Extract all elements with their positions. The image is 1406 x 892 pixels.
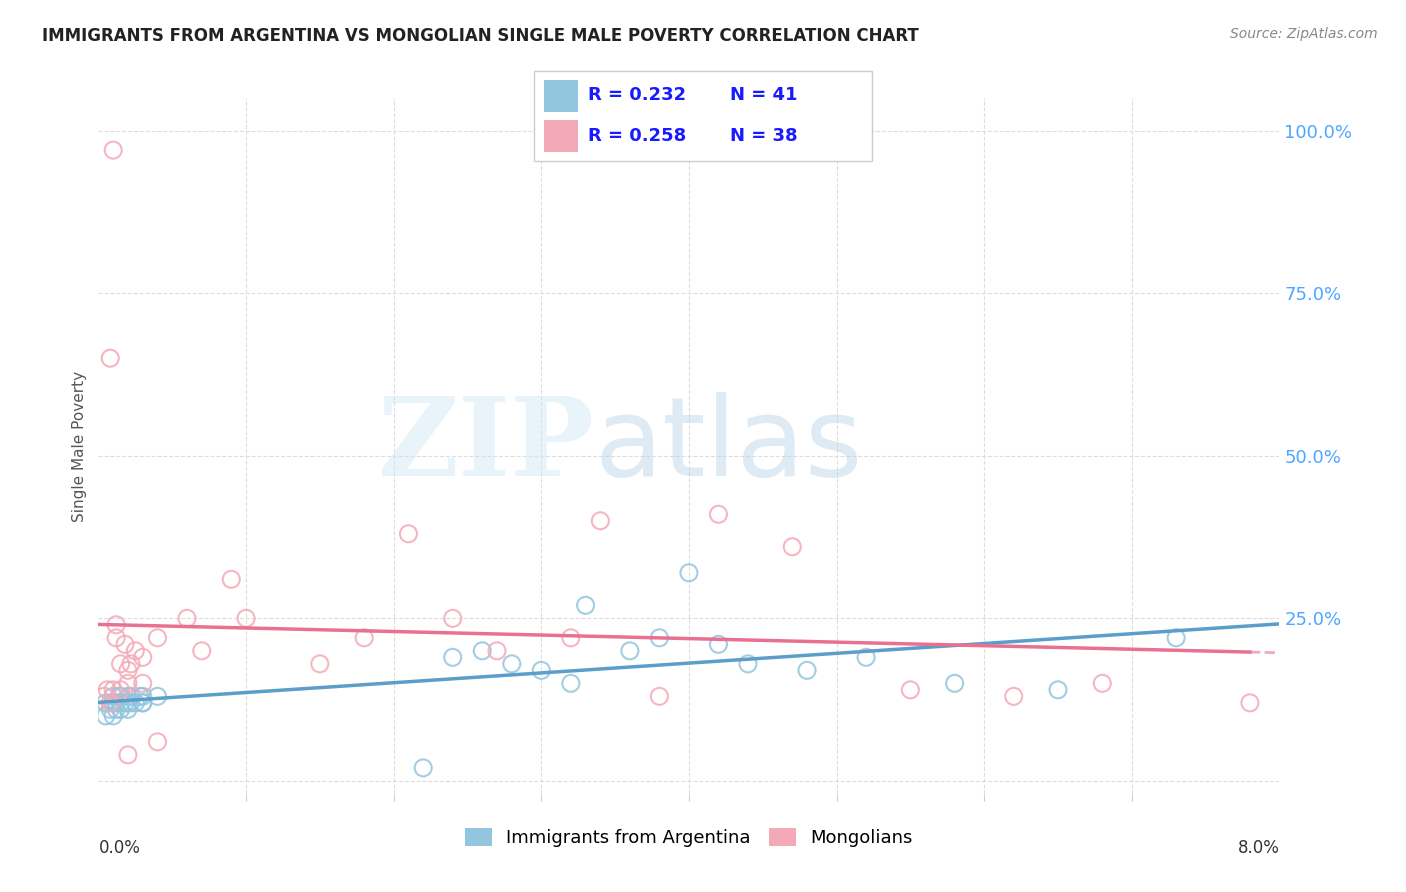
Point — [796, 663, 818, 677]
Point — [353, 631, 375, 645]
Point — [146, 735, 169, 749]
Point — [105, 702, 128, 716]
Point — [530, 663, 553, 677]
Legend: Immigrants from Argentina, Mongolians: Immigrants from Argentina, Mongolians — [458, 821, 920, 855]
FancyBboxPatch shape — [544, 80, 578, 112]
Point — [103, 696, 125, 710]
Point — [943, 676, 966, 690]
Point — [110, 696, 132, 710]
Point — [117, 696, 139, 710]
Point — [560, 631, 582, 645]
Point — [412, 761, 434, 775]
Point — [117, 690, 139, 704]
Point — [114, 637, 136, 651]
Point — [1091, 676, 1114, 690]
Point — [105, 617, 128, 632]
Point — [900, 682, 922, 697]
Point — [108, 690, 131, 704]
Point — [309, 657, 332, 671]
Point — [1002, 690, 1025, 704]
Text: IMMIGRANTS FROM ARGENTINA VS MONGOLIAN SINGLE MALE POVERTY CORRELATION CHART: IMMIGRANTS FROM ARGENTINA VS MONGOLIAN S… — [42, 27, 920, 45]
Point — [103, 709, 125, 723]
Point — [103, 682, 125, 697]
Point — [128, 690, 150, 704]
Point — [441, 611, 464, 625]
Text: ZIP: ZIP — [378, 392, 595, 500]
Text: 8.0%: 8.0% — [1237, 839, 1279, 857]
Point — [782, 540, 804, 554]
Point — [120, 690, 142, 704]
Point — [93, 690, 115, 704]
Point — [486, 644, 509, 658]
Point — [117, 663, 139, 677]
Point — [146, 690, 169, 704]
Point — [221, 572, 243, 586]
Point — [619, 644, 641, 658]
Point — [501, 657, 523, 671]
Text: Source: ZipAtlas.com: Source: ZipAtlas.com — [1230, 27, 1378, 41]
Point — [105, 631, 128, 645]
Point — [110, 690, 132, 704]
Point — [235, 611, 257, 625]
FancyBboxPatch shape — [534, 71, 872, 161]
Point — [124, 644, 146, 658]
Point — [103, 690, 125, 704]
Point — [94, 696, 117, 710]
Point — [94, 709, 117, 723]
Point — [110, 702, 132, 716]
Point — [96, 682, 118, 697]
Point — [124, 696, 146, 710]
Point — [110, 657, 132, 671]
Point — [1046, 682, 1070, 697]
Point — [855, 650, 877, 665]
Point — [132, 696, 155, 710]
Y-axis label: Single Male Poverty: Single Male Poverty — [72, 370, 87, 522]
Point — [98, 696, 121, 710]
FancyBboxPatch shape — [544, 120, 578, 152]
Point — [110, 682, 132, 697]
Text: N = 41: N = 41 — [730, 87, 797, 104]
Point — [737, 657, 759, 671]
Point — [1239, 696, 1261, 710]
Point — [98, 351, 121, 366]
Point — [707, 637, 730, 651]
Point — [132, 650, 155, 665]
Point — [120, 657, 142, 671]
Text: 0.0%: 0.0% — [98, 839, 141, 857]
Point — [471, 644, 494, 658]
Text: N = 38: N = 38 — [730, 127, 797, 145]
Point — [648, 631, 671, 645]
Point — [678, 566, 700, 580]
Point — [560, 676, 582, 690]
Text: R = 0.232: R = 0.232 — [588, 87, 686, 104]
Point — [146, 631, 169, 645]
Point — [105, 696, 128, 710]
Point — [114, 696, 136, 710]
Text: R = 0.258: R = 0.258 — [588, 127, 686, 145]
Point — [176, 611, 198, 625]
Point — [132, 696, 155, 710]
Point — [575, 599, 598, 613]
Point — [589, 514, 612, 528]
Point — [1166, 631, 1188, 645]
Point — [120, 696, 142, 710]
Point — [117, 676, 139, 690]
Point — [103, 143, 125, 157]
Point — [441, 650, 464, 665]
Point — [398, 526, 420, 541]
Point — [132, 676, 155, 690]
Point — [117, 702, 139, 716]
Point — [707, 508, 730, 522]
Point — [132, 690, 155, 704]
Point — [191, 644, 214, 658]
Point — [98, 702, 121, 716]
Point — [648, 690, 671, 704]
Point — [117, 747, 139, 762]
Text: atlas: atlas — [595, 392, 863, 500]
